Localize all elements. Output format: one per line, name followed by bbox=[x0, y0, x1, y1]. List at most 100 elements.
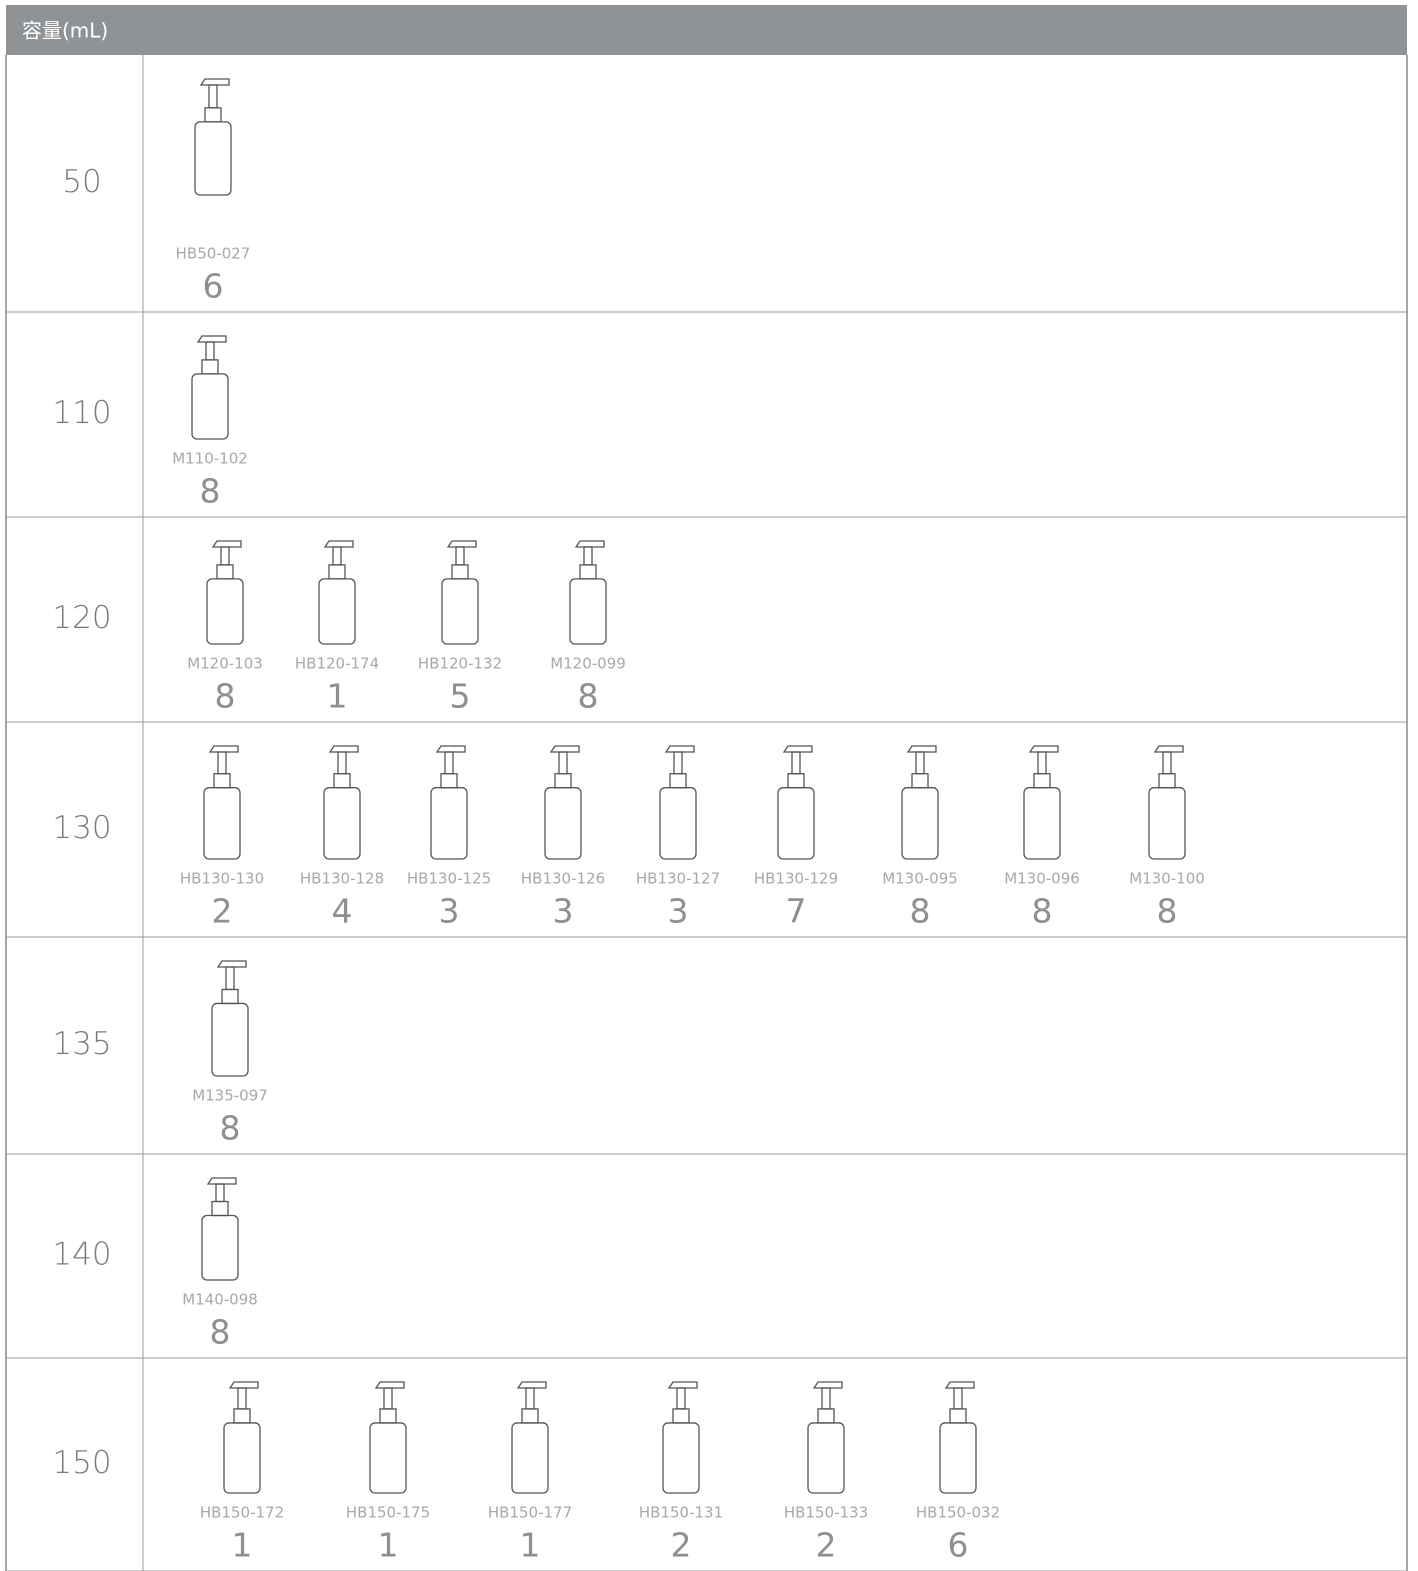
pump-stem bbox=[444, 751, 454, 775]
item-count: 1 bbox=[378, 1526, 399, 1565]
pump-stem bbox=[215, 1183, 225, 1203]
bottle-neck bbox=[579, 564, 597, 580]
bottle-drawing bbox=[430, 745, 468, 860]
bottle-drawing bbox=[659, 745, 697, 860]
header-title: 容量(mL) bbox=[22, 19, 108, 43]
bottle-drawing bbox=[1148, 745, 1186, 860]
pump-stem bbox=[676, 1387, 686, 1410]
item-code: M130-096 bbox=[1004, 870, 1080, 888]
bottle-drawing bbox=[807, 1381, 845, 1494]
bottle-body bbox=[777, 787, 815, 860]
pump-stem bbox=[1162, 751, 1172, 775]
pump-head bbox=[516, 1381, 547, 1389]
bottle-body bbox=[807, 1422, 845, 1494]
bottle-drawing bbox=[544, 745, 582, 860]
pump-stem bbox=[217, 751, 227, 775]
pump-head bbox=[812, 1381, 843, 1389]
bottle-drawing bbox=[939, 1381, 977, 1494]
pump-head bbox=[944, 1381, 975, 1389]
pump-stem bbox=[383, 1387, 393, 1410]
bottle-neck bbox=[328, 564, 346, 580]
item-count: 5 bbox=[450, 677, 471, 716]
bottle-body bbox=[544, 787, 582, 860]
bottle-drawing bbox=[194, 78, 232, 196]
item-count: 4 bbox=[332, 892, 353, 931]
item-count: 8 bbox=[215, 677, 236, 716]
bottle-neck bbox=[213, 773, 231, 789]
pump-stem bbox=[525, 1387, 535, 1410]
capacity: 150 bbox=[52, 1445, 111, 1481]
bottle-drawing bbox=[511, 1381, 549, 1494]
pump-head bbox=[328, 745, 359, 753]
item-code: M135-097 bbox=[192, 1087, 268, 1105]
bottle-neck bbox=[949, 1408, 967, 1424]
pump-stem bbox=[558, 751, 568, 775]
item-code: HB150-032 bbox=[916, 1504, 1000, 1522]
bottle-neck bbox=[1158, 773, 1176, 789]
bottle-body bbox=[201, 1214, 239, 1281]
bottle-drawing bbox=[201, 1177, 239, 1281]
item-count: 3 bbox=[668, 892, 689, 931]
bottle-drawing bbox=[211, 960, 249, 1077]
pump-head bbox=[549, 745, 580, 753]
bottle-drawing bbox=[662, 1381, 700, 1494]
item-code: HB130-125 bbox=[407, 870, 491, 888]
item-code: M130-100 bbox=[1129, 870, 1205, 888]
item-code: HB130-130 bbox=[180, 870, 264, 888]
item-code: HB50-027 bbox=[176, 245, 251, 263]
item-code: HB120-174 bbox=[295, 655, 379, 673]
pump-stem bbox=[821, 1387, 831, 1410]
pump-stem bbox=[332, 546, 342, 566]
item-code: HB150-172 bbox=[200, 1504, 284, 1522]
bottle-body bbox=[662, 1422, 700, 1494]
item-count: 2 bbox=[671, 1526, 692, 1565]
bottle-body bbox=[194, 121, 232, 196]
item-code: M120-103 bbox=[187, 655, 263, 673]
item-code: HB120-132 bbox=[418, 655, 502, 673]
pump-head bbox=[211, 540, 242, 548]
bottle-body bbox=[203, 787, 241, 860]
pump-stem bbox=[205, 341, 215, 361]
item-code: HB150-133 bbox=[784, 1504, 868, 1522]
item-count: 3 bbox=[439, 892, 460, 931]
item-count: 3 bbox=[553, 892, 574, 931]
bottle-body bbox=[659, 787, 697, 860]
pump-head bbox=[206, 1177, 237, 1185]
capacity: 110 bbox=[52, 395, 111, 431]
pump-head bbox=[216, 960, 247, 968]
bottle-drawing bbox=[323, 745, 361, 860]
item-count: 8 bbox=[210, 1313, 231, 1352]
pump-head bbox=[906, 745, 937, 753]
bottle-body bbox=[441, 578, 479, 645]
pump-head bbox=[782, 745, 813, 753]
bottle-neck bbox=[521, 1408, 539, 1424]
item-code: HB130-129 bbox=[754, 870, 838, 888]
pump-head bbox=[1028, 745, 1059, 753]
bottle-neck bbox=[440, 773, 458, 789]
header-bar bbox=[6, 5, 1407, 55]
bottle-body bbox=[901, 787, 939, 860]
capacity: 50 bbox=[62, 164, 101, 200]
bottle-neck bbox=[333, 773, 351, 789]
bottle-body bbox=[211, 1002, 249, 1077]
pump-stem bbox=[673, 751, 683, 775]
bottle-body bbox=[206, 578, 244, 645]
bottle-body bbox=[939, 1422, 977, 1494]
pump-stem bbox=[953, 1387, 963, 1410]
pump-head bbox=[435, 745, 466, 753]
bottle-drawing bbox=[441, 540, 479, 645]
pump-stem bbox=[1037, 751, 1047, 775]
item-code: HB150-175 bbox=[346, 1504, 430, 1522]
pump-head bbox=[199, 78, 230, 86]
bottle-drawing bbox=[203, 745, 241, 860]
item-count: 6 bbox=[948, 1526, 969, 1565]
bottle-body bbox=[223, 1422, 261, 1494]
bottle-neck bbox=[201, 359, 219, 375]
item-count: 7 bbox=[786, 892, 807, 931]
item-count: 2 bbox=[212, 892, 233, 931]
bottle-neck bbox=[379, 1408, 397, 1424]
item-count: 6 bbox=[203, 267, 224, 306]
bottle-drawing bbox=[318, 540, 356, 645]
item-code: HB150-131 bbox=[639, 1504, 723, 1522]
